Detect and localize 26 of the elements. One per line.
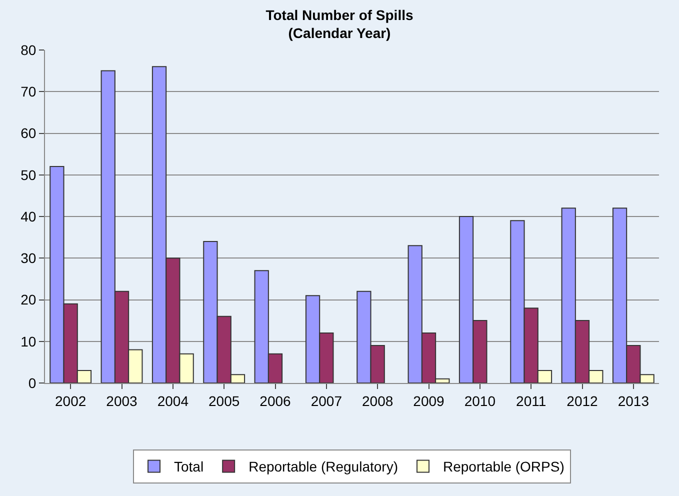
- x-tick-label: 2004: [157, 392, 189, 409]
- x-tick-label: 2012: [566, 392, 598, 409]
- legend-label: Reportable (ORPS): [442, 458, 564, 475]
- chart-subtitle: (Calendar Year): [288, 25, 391, 42]
- y-tick-label: 30: [20, 250, 36, 266]
- y-tick-label: 80: [20, 42, 36, 58]
- y-tick-label: 40: [20, 208, 36, 224]
- x-tick-label: 2008: [362, 392, 394, 409]
- y-tick-label: 60: [20, 125, 36, 142]
- y-tick-label: 50: [20, 166, 36, 183]
- x-tick-label: 2013: [618, 392, 650, 409]
- y-tick-label: 70: [20, 84, 36, 100]
- x-tick-label: 2003: [106, 392, 138, 409]
- y-tick-label: 10: [20, 333, 36, 350]
- y-tick-label: 0: [28, 374, 36, 391]
- x-tick-label: 2005: [208, 392, 240, 409]
- x-tick-label: 2006: [260, 392, 292, 409]
- x-tick-label: 2009: [413, 392, 445, 409]
- x-tick-label: 2011: [516, 392, 546, 409]
- x-tick-label: 2002: [55, 392, 86, 409]
- x-tick-label: 2010: [464, 392, 496, 409]
- y-tick-label: 20: [20, 292, 36, 308]
- legend-label: Total: [174, 458, 204, 475]
- chart-title: Total Number of Spills: [266, 6, 414, 23]
- x-tick-label: 2007: [310, 392, 342, 409]
- legend-label: Reportable (Regulatory): [248, 458, 398, 475]
